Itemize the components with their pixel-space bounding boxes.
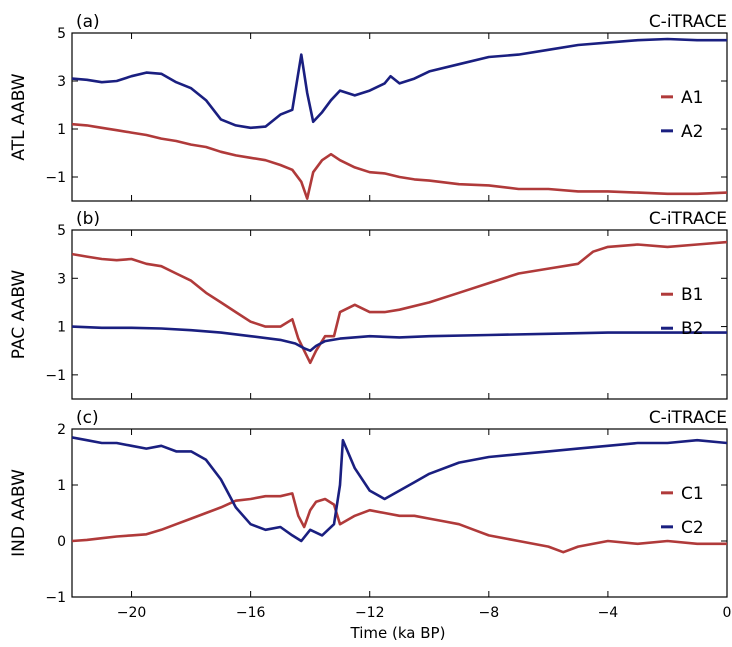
plot-frame: [71, 229, 728, 400]
y-axis-label: PAC AABW: [9, 270, 29, 360]
plot-frame: [71, 428, 728, 598]
x-axis-label: Time (ka BP): [350, 624, 446, 642]
legend-label-a1: A1: [681, 88, 703, 108]
x-tick-label: −12: [355, 605, 385, 621]
legend-label-c1: C1: [681, 484, 704, 504]
panel-c: −1 0 1 2 (c) C-iTRACE IND AABW C1 C2: [9, 408, 728, 606]
y-tick-label: 3: [57, 74, 66, 90]
panel-b: −1 1 3 5 (b) C-iTRACE PAC AABW B1 B2: [9, 209, 728, 400]
y-tick-label: 0: [57, 534, 66, 550]
panel-a: −1 1 3 5 (a) C-iTRACE ATL AABW A1 A2: [9, 12, 728, 202]
panel-label: (a): [76, 12, 100, 32]
legend-label-c2: C2: [681, 518, 704, 538]
panel-tag: C-iTRACE: [649, 12, 727, 32]
y-tick-label: 5: [57, 26, 66, 42]
y-tick-label: −1: [45, 170, 66, 186]
y-tick-label: 1: [57, 478, 66, 494]
y-tick-label: 1: [57, 122, 66, 138]
panels: −1 1 3 5 (a) C-iTRACE ATL AABW A1 A2 −1 1 3 5 (b) C-iT…: [9, 12, 728, 606]
legend-label-a2: A2: [681, 122, 703, 142]
series-line-a2: [72, 37, 727, 130]
plot-frame: [71, 32, 728, 202]
y-tick-label: 3: [57, 271, 66, 287]
panel-label: (b): [76, 209, 100, 229]
panel-tag: C-iTRACE: [649, 209, 727, 229]
series-line-b1: [72, 240, 727, 365]
x-tick-label: −20: [117, 605, 147, 621]
y-tick-label: 2: [57, 422, 66, 438]
x-axis-tick-labels: −20 −16 −12 −8 −4 0: [117, 605, 732, 621]
y-tick-label: 1: [57, 320, 66, 336]
series-line-c2: [72, 436, 727, 543]
series-line-a1: [72, 122, 727, 200]
y-tick-label: −1: [45, 368, 66, 384]
y-tick-label: 5: [57, 223, 66, 239]
series-line-c1: [72, 492, 727, 554]
x-tick-label: −8: [478, 605, 499, 621]
x-tick-label: 0: [723, 605, 732, 621]
y-axis-label: ATL AABW: [9, 73, 29, 160]
x-tick-label: −16: [236, 605, 266, 621]
y-tick-label: −1: [45, 590, 66, 606]
legend-label-b2: B2: [681, 319, 703, 339]
panel-label: (c): [76, 408, 99, 428]
legend-label-b1: B1: [681, 285, 703, 305]
series-line-b2: [72, 325, 727, 353]
x-tick-label: −4: [598, 605, 619, 621]
panel-tag: C-iTRACE: [649, 408, 727, 428]
y-axis-label: IND AABW: [9, 469, 29, 557]
